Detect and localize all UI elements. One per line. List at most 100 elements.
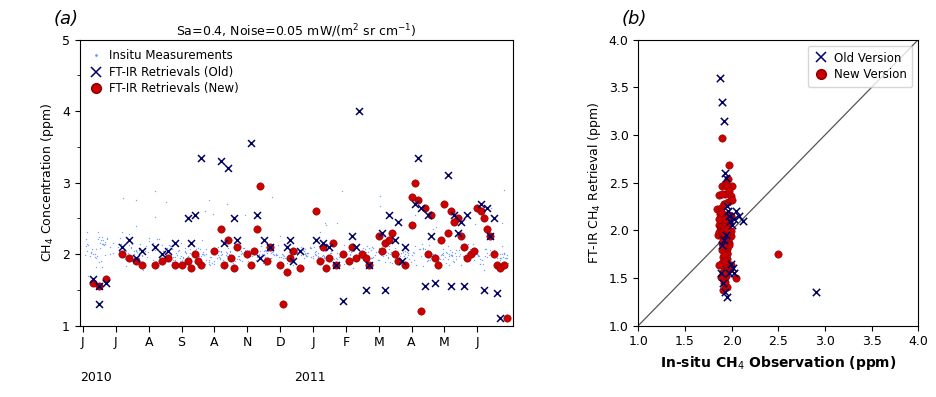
Point: [377, 240, 392, 247]
Point: [293, 251, 308, 258]
Point: [487, 251, 502, 258]
Point: [389, 251, 404, 257]
Point: [260, 244, 275, 251]
Point: [80, 272, 95, 279]
Point: [447, 252, 462, 259]
Point: [441, 262, 456, 268]
Point: [201, 259, 216, 265]
Point: [331, 254, 346, 260]
Point: [353, 251, 368, 258]
Point: [384, 229, 399, 236]
Point: [387, 253, 402, 260]
Point: [388, 251, 402, 257]
Point: [258, 248, 273, 254]
Point: [312, 229, 327, 235]
Point: [231, 256, 246, 262]
Point: [285, 261, 300, 268]
Point: [187, 212, 202, 218]
Point: [161, 242, 176, 248]
Point: [158, 252, 173, 259]
Point: [201, 197, 216, 203]
Point: [451, 253, 466, 259]
Point: [713, 261, 728, 268]
Point: [720, 213, 735, 219]
Point: [425, 226, 440, 232]
Point: [318, 222, 333, 228]
Point: [82, 253, 97, 260]
Point: [435, 252, 450, 258]
Point: [329, 255, 344, 261]
Point: [236, 245, 251, 251]
Point: [259, 258, 274, 264]
Point: [251, 252, 266, 258]
Point: [342, 248, 357, 254]
Point: [440, 243, 455, 249]
Point: [233, 248, 248, 254]
Point: [85, 276, 100, 282]
Legend: Old Version, New Version: Old Version, New Version: [807, 46, 912, 87]
Point: [420, 251, 435, 257]
Point: [309, 257, 324, 263]
Point: [420, 251, 435, 258]
Point: [281, 256, 296, 262]
Point: [475, 215, 490, 222]
Point: [466, 248, 481, 254]
Point: [253, 253, 268, 259]
Point: [136, 267, 151, 273]
Point: [297, 246, 312, 252]
Point: [253, 248, 268, 254]
Point: [353, 254, 368, 261]
Point: [453, 219, 468, 225]
Point: [469, 251, 484, 257]
Point: [223, 248, 238, 254]
Point: [192, 253, 207, 260]
Point: [299, 253, 314, 259]
Point: [363, 255, 378, 261]
Point: [183, 265, 198, 272]
Point: [713, 224, 728, 230]
Point: [181, 215, 196, 222]
Point: [80, 248, 95, 254]
Point: [360, 265, 375, 271]
Point: [718, 224, 733, 231]
Point: [219, 253, 234, 259]
Point: [213, 158, 228, 164]
Point: [728, 208, 743, 214]
Point: [714, 98, 729, 105]
Point: [165, 245, 180, 252]
Point: [475, 257, 490, 263]
Point: [373, 251, 388, 258]
Point: [370, 249, 385, 255]
Point: [403, 194, 418, 200]
Point: [395, 249, 410, 255]
Point: [345, 246, 360, 252]
Text: (b): (b): [621, 10, 646, 28]
Point: [95, 241, 110, 247]
X-axis label: In-situ CH$_4$ Observation (ppm): In-situ CH$_4$ Observation (ppm): [659, 354, 896, 372]
Point: [256, 252, 271, 258]
Point: [495, 250, 510, 256]
Point: [419, 256, 434, 263]
Point: [255, 251, 270, 257]
Point: [263, 254, 278, 261]
Point: [370, 257, 385, 263]
Point: [112, 235, 127, 242]
Point: [229, 237, 244, 243]
Point: [162, 257, 177, 264]
Point: [462, 251, 477, 257]
Point: [237, 212, 252, 219]
Point: [407, 201, 422, 207]
Point: [358, 243, 373, 250]
Point: [710, 262, 725, 268]
Point: [403, 222, 418, 229]
Point: [190, 258, 205, 264]
Point: [242, 252, 257, 259]
Point: [195, 237, 210, 243]
Point: [181, 258, 196, 264]
Point: [453, 242, 468, 248]
Point: [396, 252, 411, 259]
Point: [144, 260, 159, 266]
Point: [712, 210, 727, 217]
Point: [470, 253, 485, 259]
Point: [489, 262, 504, 268]
